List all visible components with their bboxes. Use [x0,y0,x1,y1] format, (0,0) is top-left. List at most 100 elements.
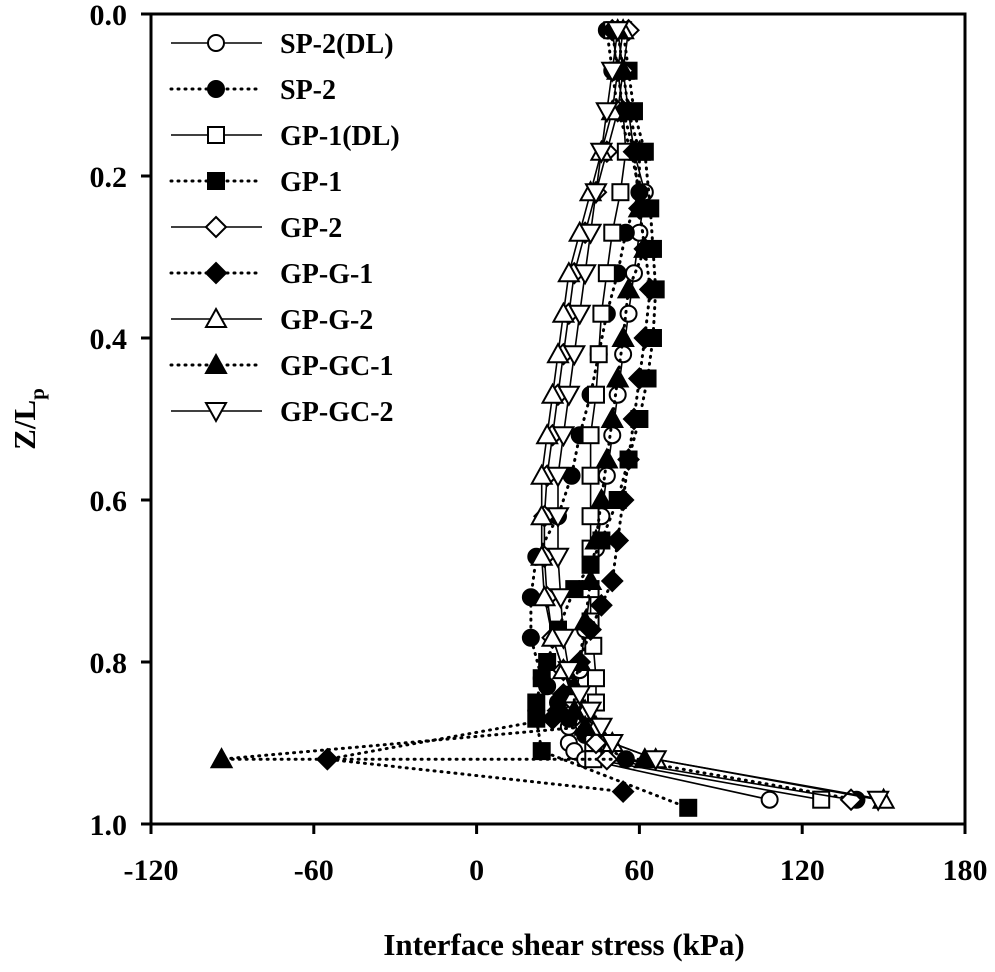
legend-label: GP-GC-1 [280,351,394,382]
y-tick-label: 0.4 [90,323,128,356]
legend-item-sp-2-dl: SP-2(DL) [171,29,394,60]
series-line [534,28,690,810]
legend-item-gp-1-dl: GP-1(DL) [171,121,400,152]
x-tick-label: -60 [294,854,334,887]
data-point [562,345,586,367]
data-point [643,750,668,772]
data-point [586,669,605,688]
data-point [532,742,551,761]
x-axis-ticks: -120 -60 0 60 120 180 [124,824,988,887]
series-line [327,28,652,794]
data-point [619,304,638,323]
data-point [589,717,614,739]
data-point [616,99,641,121]
data-point [600,61,624,83]
data-point [616,277,641,299]
data-point [551,628,576,650]
legend-item-sp-2: SP-2 [169,75,336,106]
legend-label: GP-GC-2 [280,397,394,428]
data-point [538,653,557,671]
data-point [530,504,554,526]
data-point [617,448,640,471]
data-point [546,342,570,364]
legend-label: SP-2 [280,75,336,106]
data-point [611,325,635,347]
data-point [627,196,652,218]
data-point [595,447,619,469]
y-axis-title: Z/Lp [7,388,49,450]
legend-marker [207,126,225,144]
data-point [535,423,559,445]
data-point [600,406,624,428]
legend-item-gp-g-1: GP-G-1 [169,259,373,290]
data-point [760,790,779,809]
data-point [568,685,592,707]
data-point [589,593,613,617]
legend-item-gp-g-2: GP-G-2 [171,305,373,336]
data-point [611,183,630,202]
legend-label: GP-1(DL) [280,121,400,152]
legend-marker [204,215,228,239]
legend: SP-2(DL) SP-2 GP-1(DL) GP-1 GP-2 GP-G-1 GP-G-2… [164,20,454,434]
legend-item-gp-1: GP-1 [169,167,342,198]
y-tick-label: 0.0 [90,0,128,32]
data-point [530,463,554,485]
legend-marker [204,352,228,374]
data-point [581,426,600,445]
data-point [638,277,662,301]
data-point [573,609,597,631]
legend-marker [207,80,225,98]
series-gp-gc-1 [209,18,657,769]
series-layer [209,18,896,817]
legend-marker [207,34,225,52]
data-point [532,585,557,607]
data-point [592,304,611,323]
data-point [551,301,576,323]
x-tick-label: 120 [780,854,825,887]
x-tick-label: 60 [624,854,654,887]
data-point [622,407,646,431]
data-point [315,747,339,771]
data-point [527,693,546,712]
data-point [597,466,616,485]
data-point [562,698,586,720]
series-gp-1-dl [581,21,831,809]
data-point [611,780,635,804]
data-point [209,747,234,769]
data-point [578,568,603,590]
legend-marker [204,306,228,328]
x-tick-label: 180 [943,854,988,887]
data-point [546,547,570,569]
data-point [568,304,592,326]
y-axis-title-subscript: p [25,388,49,400]
data-point [606,529,630,552]
data-point [557,385,581,407]
data-point [589,487,614,509]
plot-frame [149,12,967,826]
data-point [578,223,603,245]
legend-label: GP-1 [280,167,342,198]
data-point [633,236,657,258]
y-tick-label: 1.0 [90,809,128,842]
legend-marker [207,172,225,190]
x-tick-label: -120 [124,854,179,887]
data-point [530,544,554,566]
legend-label: GP-2 [280,213,342,244]
x-axis-title: Interface shear stress (kPa) [383,927,744,962]
y-tick-label: 0.2 [90,161,128,194]
data-point [584,528,608,550]
data-point [546,507,570,529]
data-point [578,701,603,723]
data-point [589,142,614,164]
y-tick-label: 0.6 [90,485,128,518]
y-axis-title-main: Z/L [7,400,42,450]
legend-marker [204,261,228,285]
data-point [521,628,540,647]
data-point [614,345,633,364]
data-point [546,466,570,488]
y-tick-label: 0.8 [90,647,128,680]
legend-label: SP-2(DL) [280,29,394,60]
data-point [584,183,608,205]
data-point [597,264,616,283]
